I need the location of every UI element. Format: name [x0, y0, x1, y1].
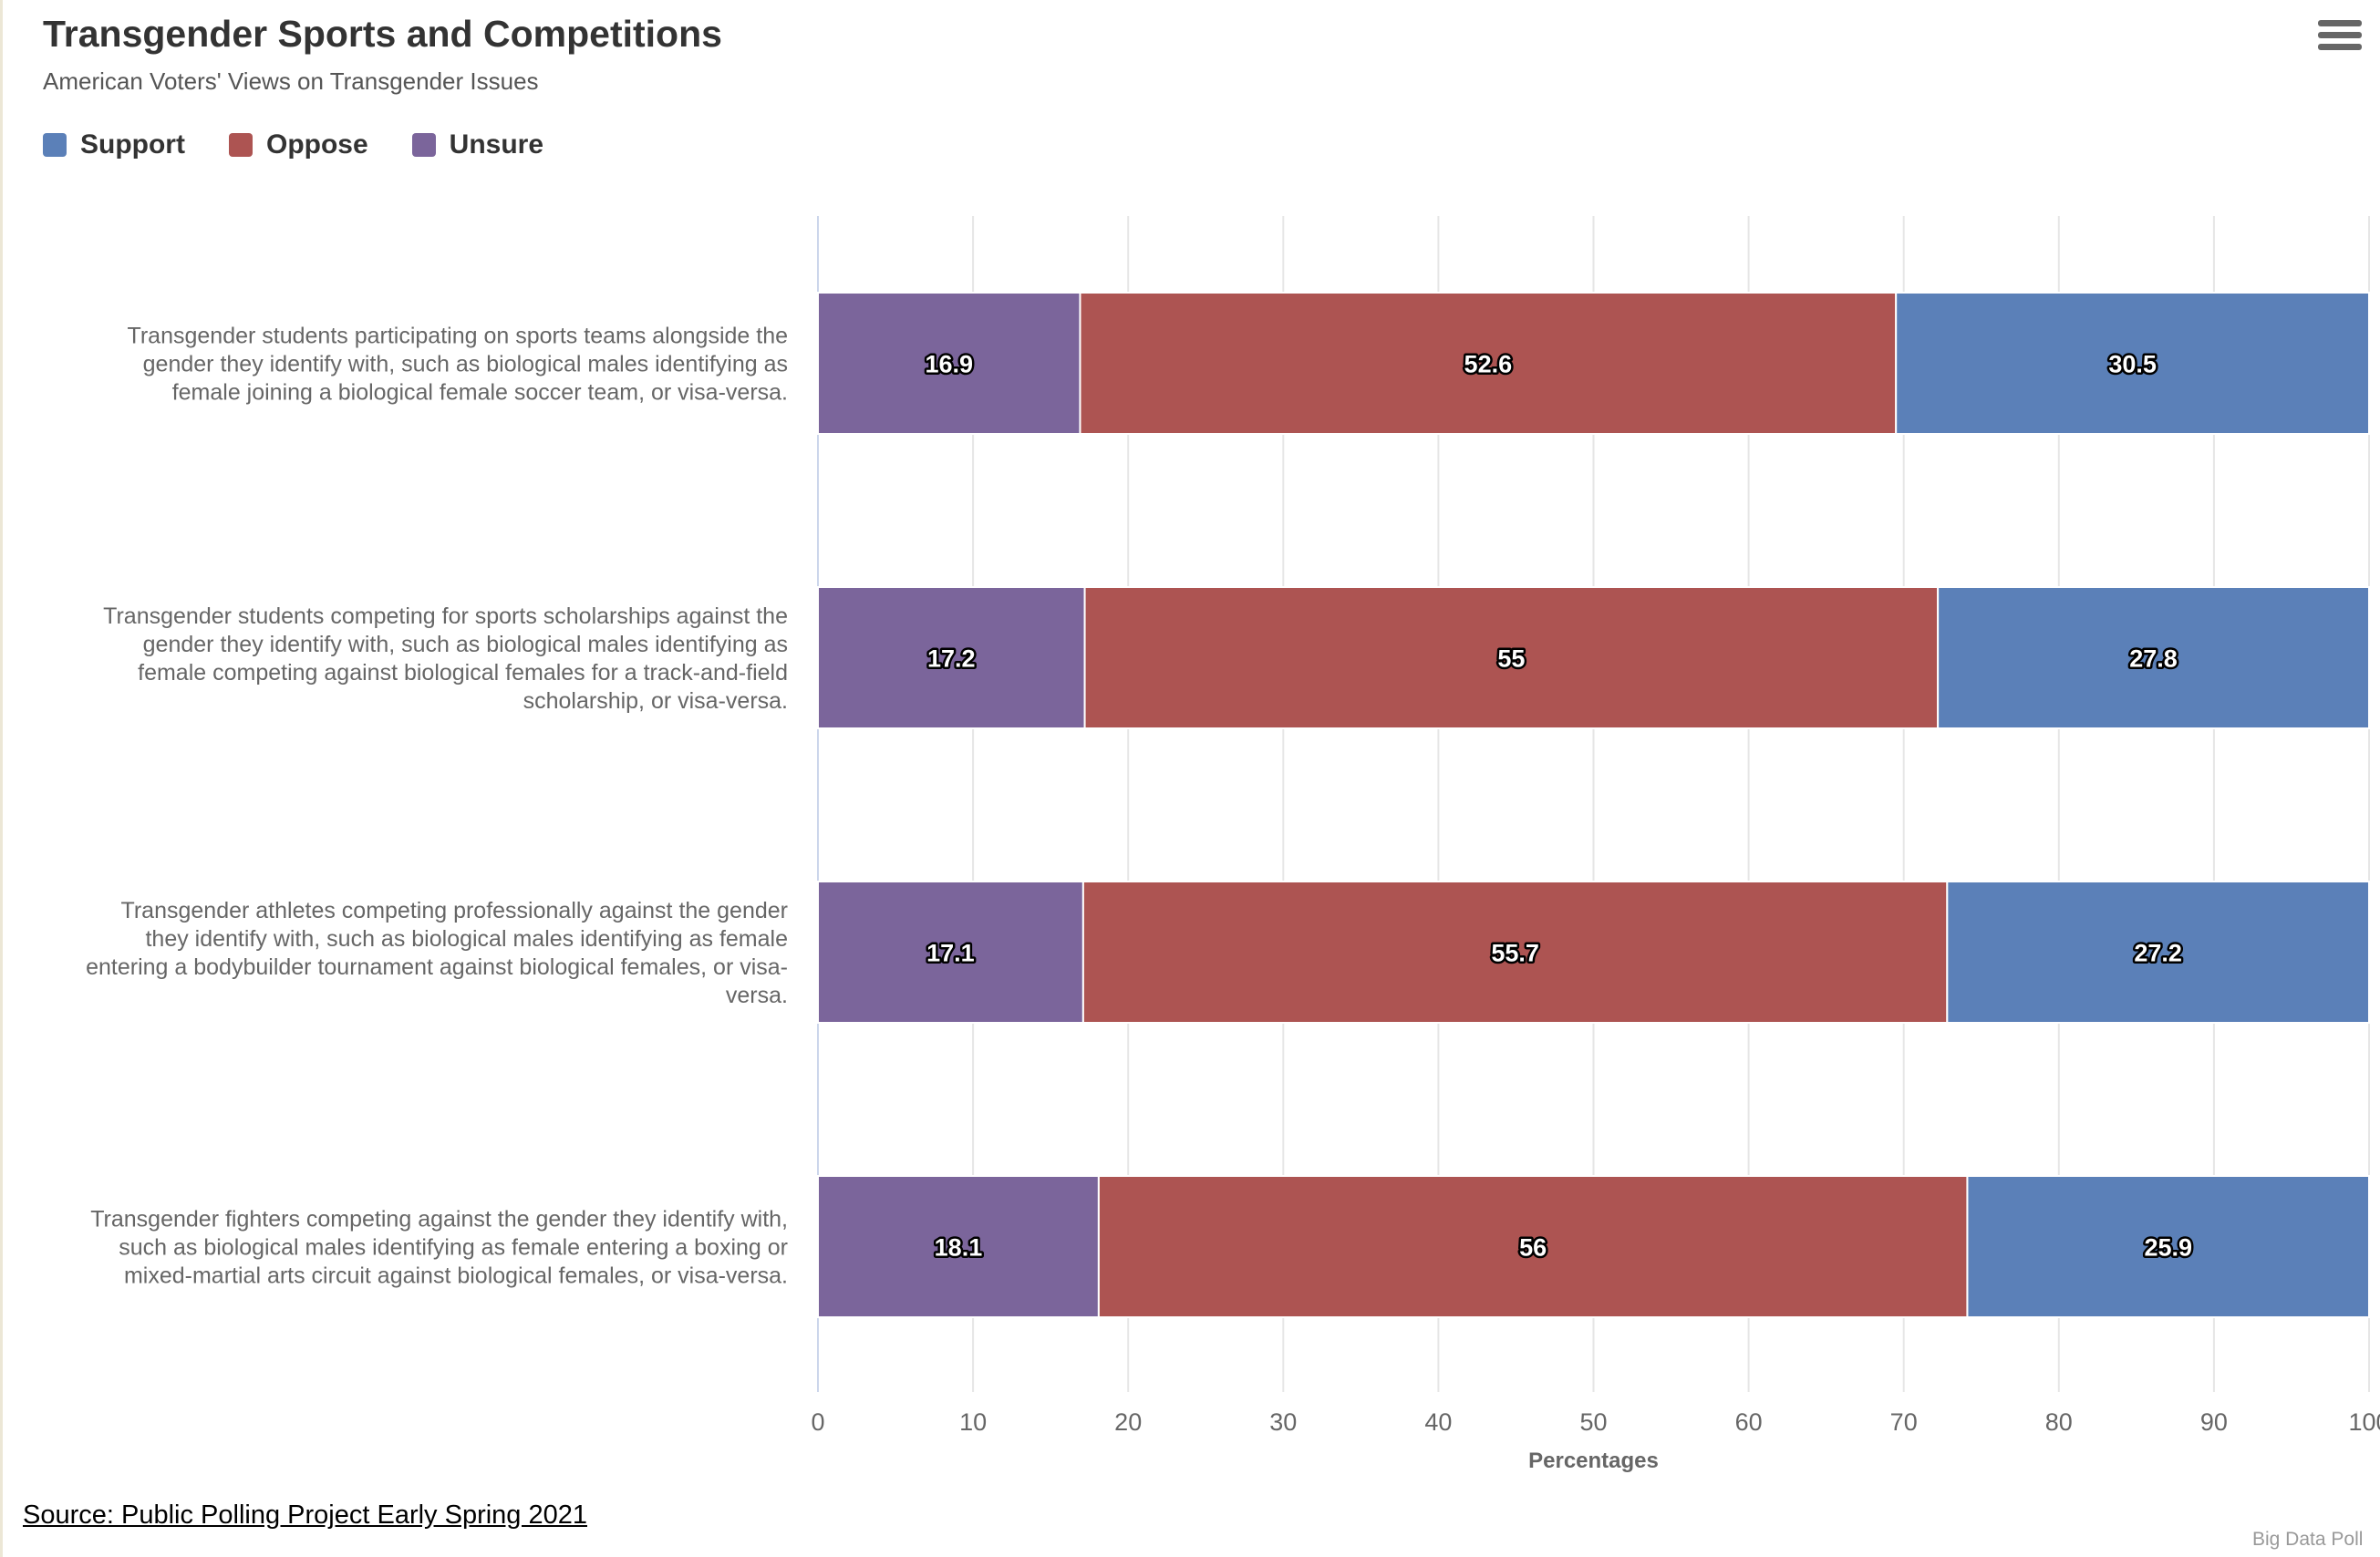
data-label: 56 [1519, 1234, 1547, 1262]
legend-item-unsure[interactable]: Unsure [411, 129, 544, 160]
source-link[interactable]: Source: Public Polling Project Early Spr… [23, 1500, 587, 1530]
bar-unsure [817, 881, 1084, 1024]
category-label: Transgender athletes competing professio… [86, 898, 788, 1008]
x-tick-label: 0 [811, 1408, 824, 1436]
chart-legend: Support Oppose Unsure [43, 129, 587, 160]
credit-text: Big Data Poll [2252, 1529, 2364, 1550]
bar-oppose [1083, 586, 1940, 729]
category-labels: Transgender students participating on sp… [86, 324, 788, 1289]
bar-oppose [1097, 1175, 1969, 1318]
category-label: Transgender students competing for sport… [103, 603, 788, 714]
x-tick-label: 80 [2045, 1408, 2073, 1436]
data-label: 16.9 [925, 351, 973, 378]
legend-label-oppose: Oppose [265, 129, 368, 160]
data-label: 27.2 [2134, 940, 2182, 967]
legend-label-support: Support [80, 129, 185, 160]
bar-oppose [1081, 881, 1949, 1024]
x-tick-label: 100 [2348, 1408, 2380, 1436]
data-label: 30.5 [2108, 351, 2157, 378]
category-label: Transgender students participating on sp… [128, 324, 789, 406]
x-tick-label: 40 [1424, 1408, 1452, 1436]
data-label: 27.8 [2129, 645, 2178, 673]
hamburger-menu-icon[interactable] [2318, 20, 2362, 60]
x-tick-label: 30 [1269, 1408, 1297, 1436]
legend-item-support[interactable]: Support [43, 129, 185, 160]
data-label: 25.9 [2144, 1234, 2192, 1262]
x-axis-title: Percentages [1528, 1449, 1659, 1473]
x-tick-label: 70 [1890, 1408, 1918, 1436]
category-label: Transgender fighters competing against t… [90, 1207, 788, 1289]
legend-swatch-oppose [228, 133, 253, 157]
x-tick-label: 90 [2200, 1408, 2228, 1436]
x-tick-label: 10 [959, 1408, 987, 1436]
chart-subtitle: American Voters' Views on Transgender Is… [43, 67, 539, 95]
legend-swatch-support [43, 133, 67, 157]
bar-support [1895, 292, 2371, 435]
x-tick-label: 60 [1735, 1408, 1763, 1436]
x-tick-label: 20 [1114, 1408, 1142, 1436]
legend-label-unsure: Unsure [449, 129, 544, 160]
bar-unsure [817, 586, 1086, 729]
legend-swatch-unsure [411, 133, 436, 157]
data-label: 55.7 [1491, 940, 1539, 967]
bar-series: 16.9 52.6 30.5 17.2 55 27.8 17.1 55.7 27.2 18.1 56… [817, 292, 2371, 1318]
bar-support [1946, 881, 2370, 1024]
bar-support [1966, 1175, 2370, 1318]
data-label: 17.2 [927, 645, 976, 673]
data-label: 18.1 [935, 1234, 983, 1262]
data-label: 52.6 [1464, 351, 1513, 378]
bar-support [1937, 586, 2371, 729]
bar-unsure [817, 1175, 1100, 1318]
legend-item-oppose[interactable]: Oppose [228, 129, 368, 160]
data-label: 55 [1497, 645, 1525, 673]
x-tick-label: 50 [1579, 1408, 1607, 1436]
chart-title: Transgender Sports and Competitions [43, 13, 722, 55]
x-axis: 0 10 20 30 40 50 60 70 80 90 100 Percentages [811, 1408, 2380, 1473]
page-left-border [0, 0, 3, 1557]
bar-oppose [1079, 292, 1898, 435]
bar-unsure [817, 292, 1081, 435]
data-label: 17.1 [926, 940, 975, 967]
